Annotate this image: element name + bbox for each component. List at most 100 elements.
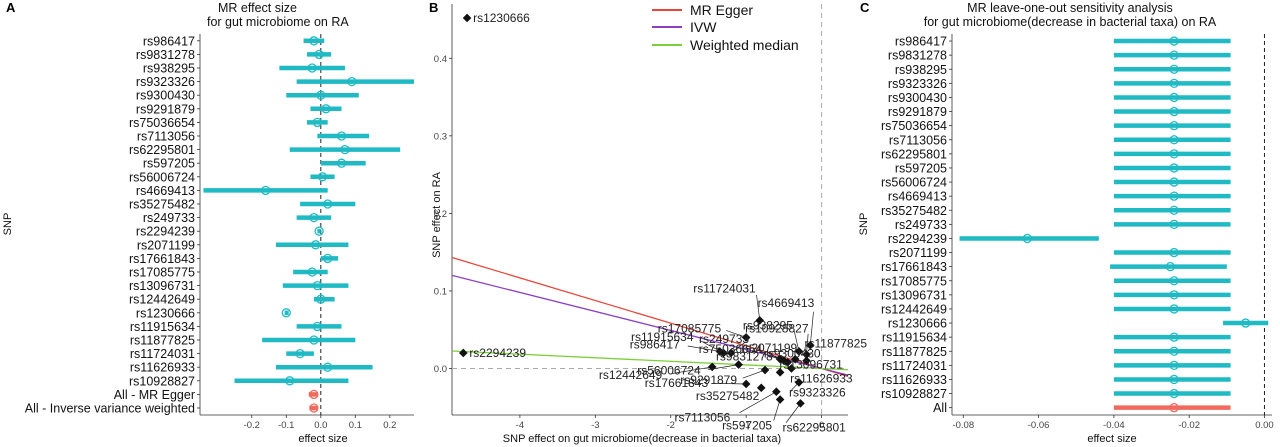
snp-point-label-rs17085775: rs17085775 bbox=[658, 321, 722, 335]
snp-label-rs986417: rs986417 bbox=[895, 35, 947, 49]
point-estimate-rs7113056 bbox=[1169, 135, 1179, 145]
snp-label-rs62295801: rs62295801 bbox=[129, 143, 195, 157]
point-estimate-rs62295801 bbox=[1169, 149, 1179, 159]
x-tick-label: -0.04 bbox=[1103, 420, 1125, 431]
point-estimate-rs9323326 bbox=[1169, 78, 1179, 88]
snp-point-rs11724031 bbox=[755, 316, 765, 325]
snp-label-rs249733: rs249733 bbox=[895, 218, 947, 232]
y-tick-label: 0.1 bbox=[434, 286, 447, 297]
point-estimate-rs938295 bbox=[1169, 64, 1179, 74]
point-estimate-rs62295801 bbox=[340, 144, 350, 155]
snp-point-rs2294239 bbox=[459, 348, 468, 358]
x-tick-label: -4 bbox=[516, 420, 524, 431]
snp-label-rs11877825: rs11877825 bbox=[882, 345, 947, 359]
snp-point-rs10928827 bbox=[802, 350, 811, 359]
snp-point-label-rs9323326: rs9323326 bbox=[789, 385, 846, 399]
snp-point-label-rs249733: rs249733 bbox=[699, 332, 749, 346]
x-tick-label: -2 bbox=[667, 420, 675, 431]
label-leader-rs9291879 bbox=[742, 369, 766, 379]
snp-label-rs11724031: rs11724031 bbox=[882, 359, 947, 373]
panel-b-xlabel: SNP effect on gut microbiome(decrease in… bbox=[503, 433, 781, 445]
point-estimate-rs10928827 bbox=[1169, 388, 1179, 399]
snp-point-rs35275482 bbox=[756, 383, 766, 393]
point-estimate-rs4669413 bbox=[1169, 191, 1179, 201]
x-tick-label: -0.06 bbox=[1028, 420, 1050, 431]
point-estimate-all bbox=[1169, 402, 1179, 413]
label-leader-rs7113056 bbox=[739, 391, 777, 414]
point-estimate-rs9300430 bbox=[316, 90, 326, 100]
panel-a-title-line2: for gut microbiome on RA bbox=[207, 15, 349, 29]
snp-label-rs62295801: rs62295801 bbox=[881, 147, 947, 161]
snp-point-label-rs2294239: rs2294239 bbox=[469, 346, 526, 360]
x-tick-label: -0.08 bbox=[952, 420, 974, 431]
snp-point-rs11626933 bbox=[775, 368, 785, 377]
point-estimate-rs597205 bbox=[336, 158, 347, 168]
y-tick-label: 0.0 bbox=[434, 364, 447, 375]
snp-label-rs56006724: rs56006724 bbox=[129, 170, 195, 184]
snp-label-rs10928827: rs10928827 bbox=[881, 387, 947, 401]
snp-label-rs4669413: rs4669413 bbox=[136, 184, 195, 198]
snp-point-rs62295801 bbox=[796, 399, 805, 408]
point-estimate-rs9323326 bbox=[347, 76, 357, 87]
point-estimate-rs35275482 bbox=[323, 199, 333, 209]
snp-point-label-rs11626933: rs11626933 bbox=[790, 371, 853, 385]
point-estimate-rs7113056 bbox=[336, 131, 347, 141]
point-estimate-rs11877825 bbox=[1169, 346, 1179, 356]
snp-point-label-rs2071199: rs2071199 bbox=[741, 341, 797, 355]
snp-point-label-rs9300430: rs9300430 bbox=[764, 347, 821, 361]
snp-label-rs1230666: rs1230666 bbox=[136, 306, 195, 320]
point-estimate-rs17661843 bbox=[1165, 261, 1176, 272]
snp-point-label-rs62295801: rs62295801 bbox=[782, 420, 846, 434]
point-estimate-rs11724031 bbox=[1169, 360, 1179, 371]
y-tick-label: 0.2 bbox=[434, 209, 447, 220]
snp-label-rs7113056: rs7113056 bbox=[137, 130, 195, 144]
snp-label-rs9323326: rs9323326 bbox=[888, 77, 947, 91]
snp-label-rs75036654: rs75036654 bbox=[129, 116, 195, 130]
snp-point-label-rs597205: rs597205 bbox=[722, 418, 772, 432]
point-estimate-rs4669413 bbox=[260, 185, 271, 196]
snp-point-label-rs12442649: rs12442649 bbox=[599, 368, 663, 382]
snp-point-rs17661843 bbox=[741, 379, 751, 389]
snp-point-label-rs17661843: rs17661843 bbox=[645, 376, 709, 390]
label-leader-rs56006724 bbox=[708, 364, 739, 370]
x-tick-label: 0.1 bbox=[349, 420, 362, 431]
label-leader-rs62295801 bbox=[785, 403, 801, 423]
snp-point-rs13096731 bbox=[787, 364, 796, 373]
snp-label-rs9300430: rs9300430 bbox=[136, 89, 195, 103]
snp-label-rs597205: rs597205 bbox=[143, 157, 195, 171]
snp-point-rs17085775 bbox=[741, 333, 751, 342]
snp-point-label-rs35275482: rs35275482 bbox=[696, 389, 760, 403]
snp-point-rs11877825 bbox=[802, 356, 811, 366]
panel-c-letter: C bbox=[860, 0, 870, 15]
x-tick-label: 0.00 bbox=[1255, 420, 1274, 431]
panel-a-ylabel: SNP bbox=[2, 213, 14, 236]
point-estimate-rs986417 bbox=[309, 36, 319, 46]
label-leader-rs11724031 bbox=[756, 294, 761, 321]
snp-label-rs938295: rs938295 bbox=[143, 62, 195, 76]
snp-label-rs938295: rs938295 bbox=[895, 63, 947, 77]
snp-label-rs11724031: rs11724031 bbox=[130, 347, 195, 361]
snp-point-label-rs10928827: rs10928827 bbox=[745, 322, 809, 336]
snp-label-rs13096731: rs13096731 bbox=[129, 279, 195, 293]
x-tick-label: -0.2 bbox=[244, 420, 260, 431]
panel-b-scatter-plot: -4 -3 -2 -1 0 0.0 0.1 0.2 0.3 0.4 rs1230666 rs22942… bbox=[434, 4, 867, 434]
snp-label-rs35275482: rs35275482 bbox=[129, 198, 195, 212]
point-estimate-rs1230666 bbox=[281, 308, 291, 318]
point-estimate-rs9831278 bbox=[1169, 50, 1179, 60]
snp-point-rs9323326 bbox=[794, 378, 804, 387]
snp-label-rs2294239: rs2294239 bbox=[136, 225, 195, 239]
panel-a-forest-plot: -0.2 -0.1 0.0 0.1 0.2 rs986417rs9831278rs9382… bbox=[25, 34, 414, 431]
snp-point-rs1230666 bbox=[462, 13, 472, 23]
snp-label-rs17661843: rs17661843 bbox=[129, 252, 195, 266]
snp-label-rs9831278: rs9831278 bbox=[136, 48, 195, 62]
point-estimate-rs2071199 bbox=[310, 240, 321, 250]
label-leader-rs17661843 bbox=[715, 383, 747, 385]
snp-point-rs11915634 bbox=[719, 348, 728, 358]
point-estimate-rs249733 bbox=[1169, 219, 1179, 230]
panel-c-xlabel: effect size bbox=[1087, 433, 1136, 445]
snp-label-all-mr-egger: All - MR Egger bbox=[114, 388, 195, 402]
point-estimate-rs11626933 bbox=[1169, 374, 1179, 385]
snp-label-rs1230666: rs1230666 bbox=[888, 317, 947, 331]
snp-label-all-inverse-variance-weighted: All - Inverse variance weighted bbox=[25, 402, 195, 416]
point-estimate-rs11724031 bbox=[295, 348, 305, 359]
